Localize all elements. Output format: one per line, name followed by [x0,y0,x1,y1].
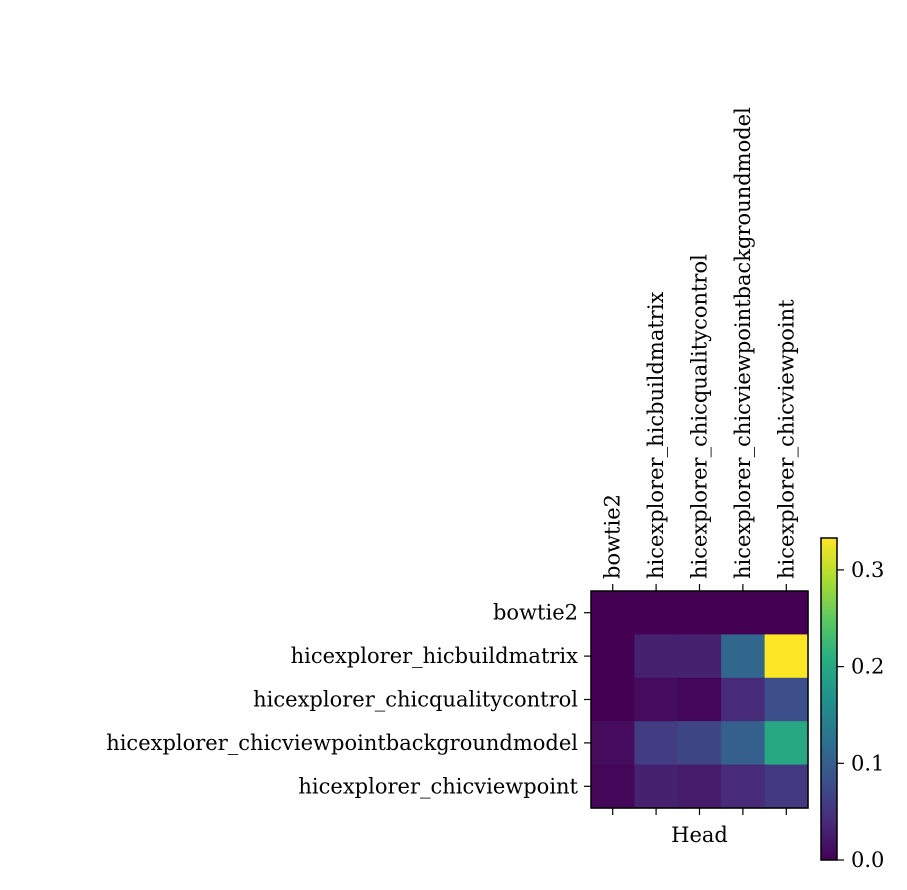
heatmap-cell [591,591,635,635]
y-tick-label: bowtie2 [493,601,578,625]
heatmap-cell [764,677,809,722]
colorbar [820,537,838,861]
x-tick-label: hicexplorer_chicviewpoint [774,299,798,579]
colorbar-tick-label: 0.2 [851,655,884,679]
heatmap-cell [591,721,635,766]
colorbar-tick-label: 0.1 [851,751,884,775]
heatmap-cell [721,764,766,809]
y-tick-label: hicexplorer_chicviewpointbackgroundmodel [106,731,578,755]
heatmap-cell [721,677,766,722]
heatmap-cell [764,764,809,809]
y-tick-label: hicexplorer_chicviewpoint [298,774,578,798]
colorbar-ticks: 0.0 0.1 0.2 0.3 [837,558,884,872]
heatmap-cell [721,591,766,635]
heatmap-cell [634,721,679,766]
heatmap-cell [764,721,809,766]
heatmap-cell [634,591,679,635]
x-tick-label: bowtie2 [601,494,625,579]
heatmap-cell [677,677,722,722]
heatmap-cell [591,764,635,809]
x-tick-label: hicexplorer_chicqualitycontrol [688,254,712,579]
colorbar-tick-label: 0.0 [851,848,884,872]
colorbar-tick-label: 0.3 [851,558,884,582]
x-tick-label: hicexplorer_hicbuildmatrix [644,291,668,579]
heatmap-cell [677,764,722,809]
heatmap-cell [764,634,809,679]
y-tick-labels: bowtie2 hicexplorer_hicbuildmatrixhicexpl… [106,601,591,798]
heatmap-cell [721,721,766,766]
heatmap-cell [634,634,679,679]
heatmap-cell [764,591,809,635]
x-axis-label: Head [671,823,728,847]
heatmap-cell [634,764,679,809]
x-tick-label: hicexplorer_chicviewpointbackgroundmodel [731,107,755,579]
heatmap-cell [677,721,722,766]
heatmap-cell [721,634,766,679]
y-tick-label: hicexplorer_chicqualitycontrol [253,688,578,712]
heatmap-cell [591,634,635,679]
heatmap-cell [677,634,722,679]
heatmap-cell [677,591,722,635]
y-tick-label: hicexplorer_hicbuildmatrix [291,644,579,668]
x-tick-labels: bowtie2 hicexplorer_hicbuildmatrix hicexpl… [601,107,798,815]
heatmap-cells [591,591,809,809]
heatmap-cell [634,677,679,722]
heatmap-cell [591,677,635,722]
